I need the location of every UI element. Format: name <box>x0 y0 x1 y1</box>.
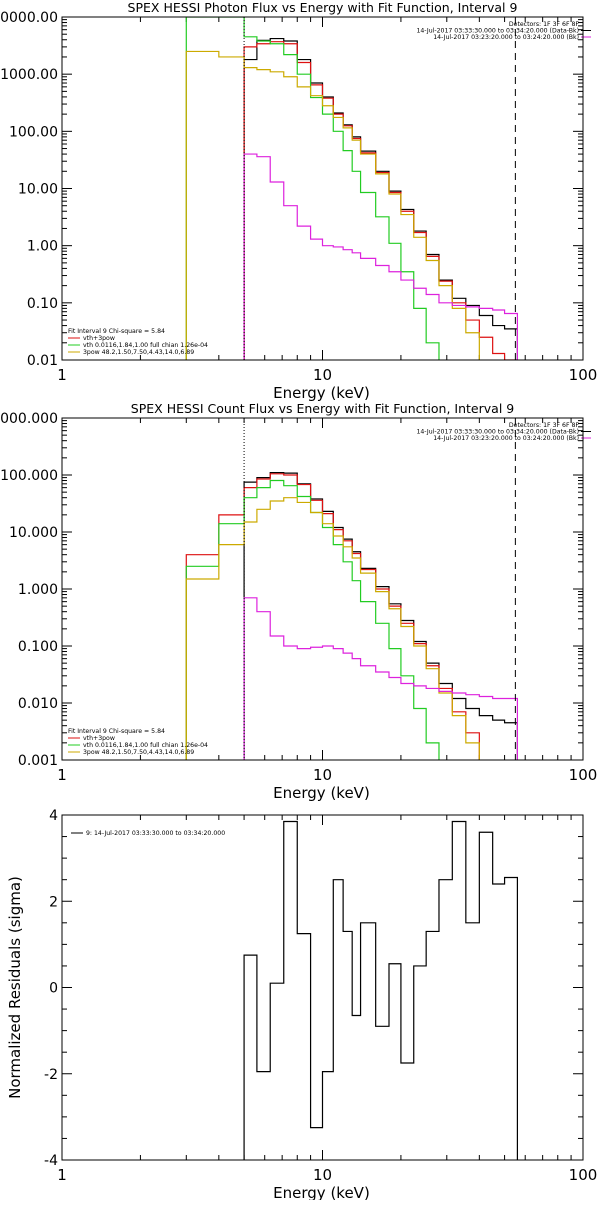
series-line-1 <box>243 472 519 760</box>
chart-title: SPEX HESSI Count Flux vs Energy with Fit… <box>131 401 514 416</box>
legend-label: vth 0.0116,1.84,1.00 full chian 1.26e-04 <box>83 742 208 749</box>
legend-label: 3pow 48.2,1.50,7.50,4.43,14.0,6.89 <box>83 349 194 356</box>
y-tick-label: 0 <box>49 981 58 997</box>
y-tick-label: 4 <box>49 808 58 824</box>
x-tick-label: 100 <box>569 366 598 384</box>
y-tick-label: 10.00 <box>18 182 58 198</box>
x-tick-label: 10 <box>313 1166 332 1184</box>
plot-frame <box>61 16 584 361</box>
legend-label: vth+3pow <box>83 335 115 342</box>
y-tick-label: 1.00 <box>27 239 58 255</box>
y-tick-label: -2 <box>44 1067 58 1083</box>
legend-header: Fit Interval 9 Chi-square = 5.84 <box>68 728 165 735</box>
x-tick-label: 1 <box>57 366 67 384</box>
x-tick-label: 1 <box>57 766 67 784</box>
info-line: 14-Jul-2017 03:23:20.000 to 03:24:20.000… <box>433 34 579 41</box>
info-line: 14-Jul-2017 03:33:30.000 to 03:34:20.000… <box>416 429 579 436</box>
plot-frame <box>61 417 584 761</box>
x-tick-label: 10 <box>313 366 332 384</box>
x-axis-label: Energy (keV) <box>273 1184 370 1200</box>
legend-label: vth 0.0116,1.84,1.00 full chian 1.26e-04 <box>83 342 208 349</box>
series-line-4 <box>185 497 480 760</box>
panel-3: 1 10 100 -4 -2 0 2 4 Energy (keV) Normalized Resi… <box>6 808 598 1202</box>
y-tick-label: 1.000 <box>18 582 58 598</box>
series-group <box>243 820 519 1160</box>
y-tick-label: 0.100 <box>18 639 58 655</box>
legend-label: vth+3pow <box>83 735 115 742</box>
legend-label: 3pow 48.2,1.50,7.50,4.43,14.0,6.89 <box>83 749 194 756</box>
y-tick-label: 10.000 <box>9 525 58 541</box>
x-axis-label: Energy (keV) <box>273 384 370 402</box>
x-tick-label: 100 <box>569 766 598 784</box>
x-ticks <box>61 17 572 360</box>
series-line-5 <box>243 597 519 760</box>
y-ticks <box>62 420 583 761</box>
legend: 9: 14-Jul-2017 03:33:30.000 to 03:34:20.… <box>71 830 225 837</box>
y-tick-label: 0.01 <box>27 353 58 369</box>
series-line-4 <box>185 50 480 360</box>
y-axis-label: Normalized Residuals (sigma) <box>6 876 24 1099</box>
x-ticks <box>61 815 572 1160</box>
panel-1: 1 10 100 0.01 0.10 1.00 10.00 100.00 1000.00 1000… <box>0 0 597 402</box>
legend: Fit Interval 9 Chi-square = 5.84vth+3pow… <box>68 728 208 756</box>
y-tick-label: 100.00 <box>9 124 58 140</box>
series-line-3 <box>185 17 440 360</box>
series-line-1 <box>243 37 519 360</box>
legend-header: Fit Interval 9 Chi-square = 5.84 <box>68 328 165 335</box>
y-tick-label: 1000.00 <box>0 67 58 83</box>
y-tick-label: -4 <box>44 1153 58 1169</box>
y-tick-label: 10000.00 <box>0 10 58 26</box>
series-line-2 <box>243 41 518 360</box>
chart-title: SPEX HESSI Photon Flux vs Energy with Fi… <box>128 0 518 15</box>
y-ticks <box>62 19 583 361</box>
legend: Fit Interval 9 Chi-square = 5.84vth+3pow… <box>68 328 208 356</box>
y-tick-label: 0.010 <box>18 696 58 712</box>
info-line: Detectors: 1F 3F 6F 8F <box>509 21 580 28</box>
legend-label: 9: 14-Jul-2017 03:33:30.000 to 03:34:20.… <box>86 830 225 837</box>
series-line-2 <box>185 473 480 760</box>
x-axis-label: Energy (keV) <box>273 784 370 802</box>
panel-2: 1 10 100 0.001 0.010 0.100 1.000 10.000 100.000 1… <box>0 401 597 802</box>
info-line: 14-Jul-2017 03:23:20.000 to 03:24:20.000… <box>433 435 579 442</box>
plot-frame <box>61 814 584 1161</box>
y-tick-label: 0.001 <box>18 753 58 769</box>
info-line: Detectors: 1F 3F 6F 8F <box>509 422 580 429</box>
x-ticks <box>61 418 572 760</box>
series-line-1 <box>243 820 519 1160</box>
x-tick-label: 100 <box>569 1166 598 1184</box>
x-tick-label: 10 <box>313 766 332 784</box>
y-tick-label: 0.10 <box>27 296 58 312</box>
y-tick-label: 2 <box>49 894 58 910</box>
y-tick-label: 1000.000 <box>0 411 58 427</box>
series-group <box>185 472 519 760</box>
series-line-5 <box>243 153 519 360</box>
info-line: 14-Jul-2017 03:33:30.000 to 03:34:20.000… <box>416 28 579 35</box>
y-tick-label: 100.000 <box>0 468 58 484</box>
series-group <box>185 17 519 360</box>
x-tick-label: 1 <box>57 1166 67 1184</box>
